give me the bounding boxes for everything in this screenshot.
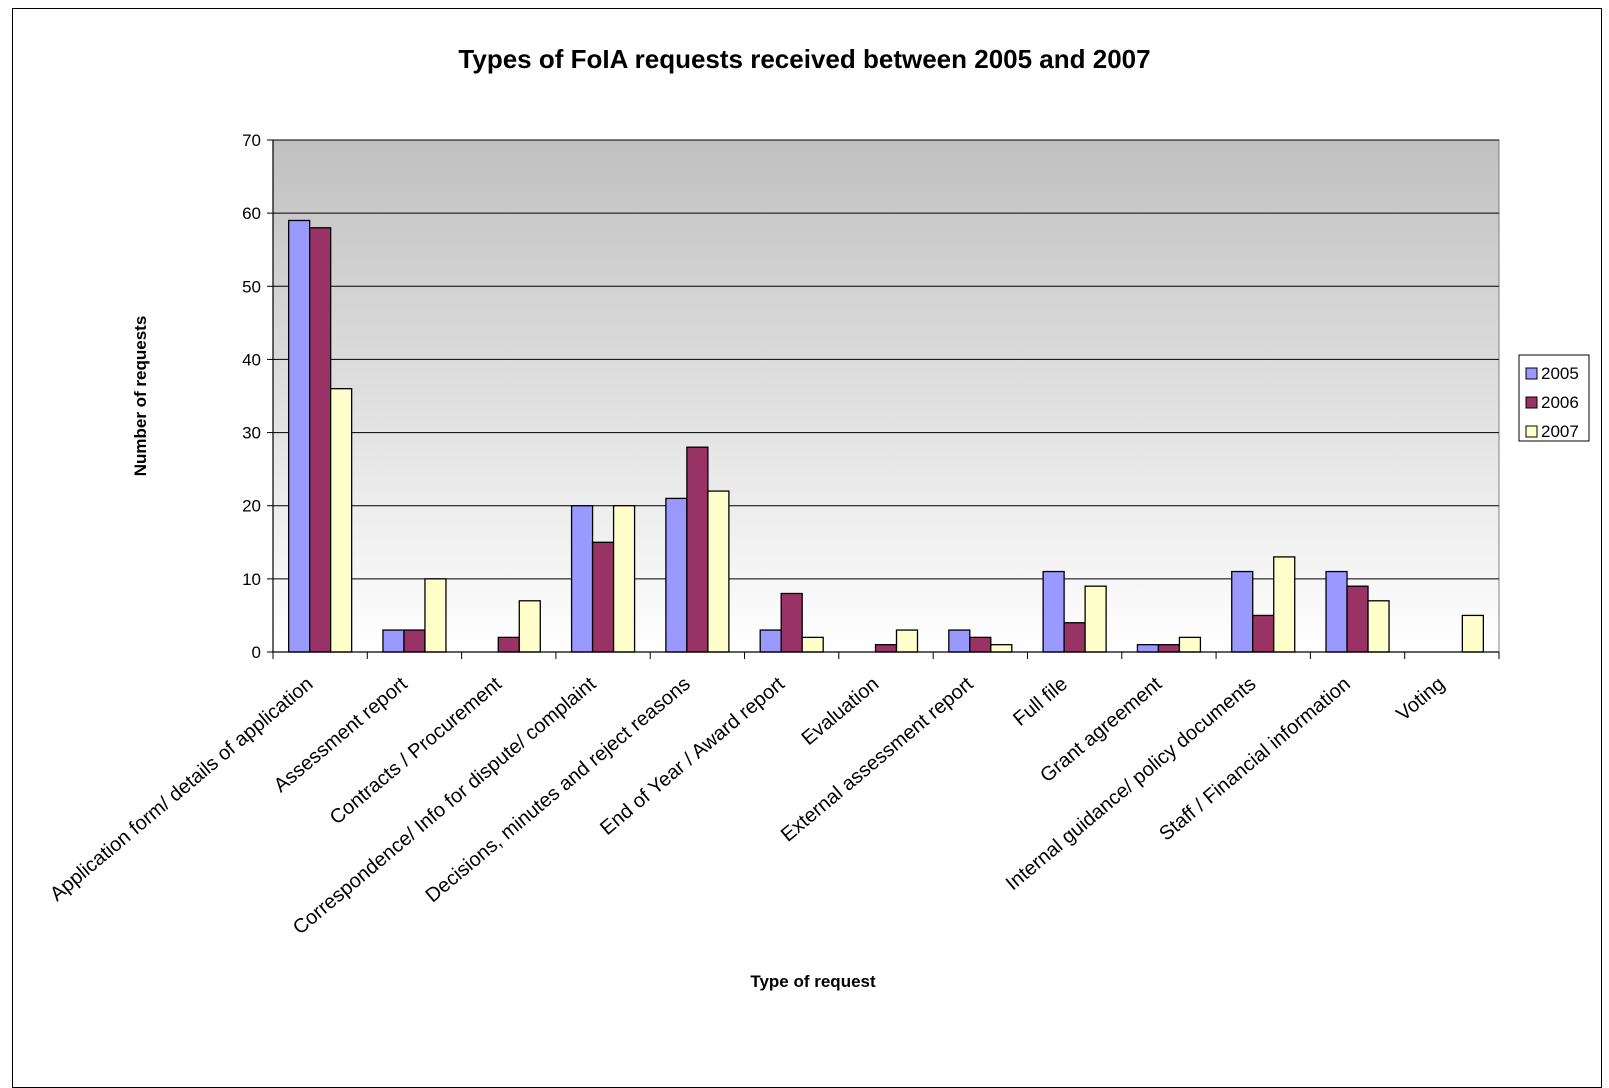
bar-2006-8 bbox=[1063, 622, 1086, 653]
chart-title: Types of FoIA requests received between … bbox=[458, 44, 1151, 74]
bar-2005-10 bbox=[1231, 570, 1254, 653]
bar-2005-7 bbox=[948, 629, 971, 653]
bar-2007-10 bbox=[1273, 556, 1296, 653]
y-tick-label: 60 bbox=[242, 204, 261, 223]
bar-2006-0 bbox=[309, 227, 332, 653]
bars bbox=[288, 219, 1484, 653]
bar-2006-6 bbox=[874, 644, 898, 653]
y-tick-label: 40 bbox=[242, 350, 261, 369]
bar-2006-7 bbox=[969, 636, 992, 653]
bar-2006-1 bbox=[403, 629, 426, 653]
bar-2007-7 bbox=[990, 644, 1013, 653]
x-category-label: Voting bbox=[1392, 673, 1449, 726]
bar-2005-4 bbox=[665, 497, 688, 653]
y-tick-label: 50 bbox=[242, 277, 261, 296]
x-category-label: External assessment report bbox=[777, 673, 978, 847]
legend-label-2006: 2006 bbox=[1541, 393, 1579, 412]
bar-2007-11 bbox=[1367, 600, 1390, 653]
legend-swatch-2006 bbox=[1525, 396, 1538, 409]
bar-2006-10 bbox=[1252, 614, 1275, 653]
y-tick-label: 0 bbox=[252, 643, 261, 662]
x-category-label: End of Year / Award report bbox=[596, 673, 789, 840]
bar-2005-11 bbox=[1325, 570, 1348, 653]
bar-2005-1 bbox=[382, 629, 405, 653]
axes bbox=[267, 139, 1500, 659]
bar-2007-9 bbox=[1178, 636, 1202, 653]
bar-2006-11 bbox=[1346, 585, 1369, 653]
bar-2007-8 bbox=[1084, 585, 1107, 653]
x-category-label: Staff / Financial information bbox=[1155, 673, 1355, 845]
y-tick-labels: 0 10 20 30 40 50 60 70 bbox=[242, 131, 261, 662]
bar-2007-1 bbox=[424, 578, 447, 653]
bar-2006-5 bbox=[780, 592, 803, 653]
y-tick-label: 30 bbox=[242, 424, 261, 443]
y-axis-title: Number of requests bbox=[131, 316, 150, 477]
bar-2006-2 bbox=[497, 636, 520, 653]
y-tick-label: 20 bbox=[242, 497, 261, 516]
bar-2007-12 bbox=[1461, 614, 1484, 653]
legend-swatch-2007 bbox=[1525, 425, 1538, 438]
y-tick-label: 70 bbox=[242, 131, 261, 150]
bar-2007-6 bbox=[895, 629, 919, 653]
x-category-label: Contracts / Procurement bbox=[326, 673, 507, 829]
bar-2006-9 bbox=[1157, 644, 1181, 653]
legend-swatch-2005 bbox=[1525, 367, 1538, 380]
legend-label-2007: 2007 bbox=[1541, 422, 1579, 441]
legend: 2005 2006 2007 bbox=[1518, 354, 1590, 442]
bar-2005-8 bbox=[1042, 570, 1065, 653]
bar-2007-4 bbox=[707, 490, 730, 653]
bar-2006-3 bbox=[591, 541, 615, 653]
x-axis-title: Type of request bbox=[750, 972, 876, 991]
bar-2007-3 bbox=[612, 505, 636, 653]
x-category-label: Evaluation bbox=[798, 673, 884, 750]
bar-2007-5 bbox=[801, 636, 824, 653]
bar-2005-9 bbox=[1136, 644, 1160, 653]
y-tick-label: 10 bbox=[242, 570, 261, 589]
bar-2007-0 bbox=[330, 388, 353, 653]
x-category-labels: Application form/ details of application… bbox=[46, 673, 1449, 940]
bar-2007-2 bbox=[518, 600, 541, 653]
plot-area bbox=[272, 139, 1500, 653]
x-category-label: Full file bbox=[1009, 673, 1072, 731]
bar-2005-3 bbox=[570, 505, 594, 653]
bar-2006-4 bbox=[686, 446, 709, 653]
bar-2005-5 bbox=[759, 629, 782, 653]
legend-label-2005: 2005 bbox=[1541, 364, 1579, 383]
bar-2005-0 bbox=[288, 219, 311, 653]
